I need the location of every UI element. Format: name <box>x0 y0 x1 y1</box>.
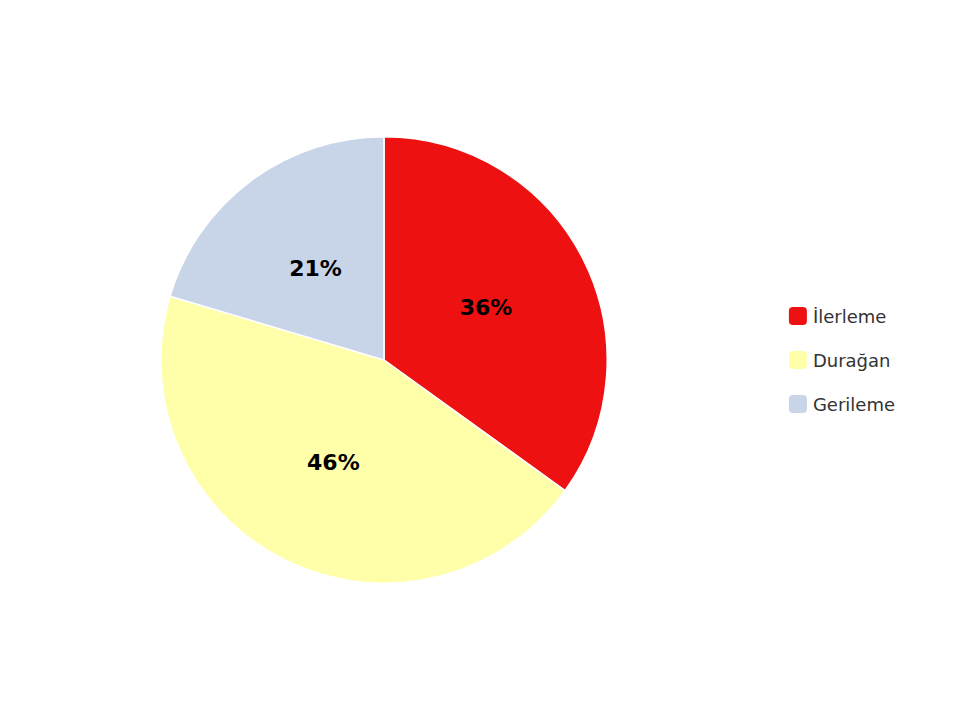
svg-text:İlerleme: İlerleme <box>813 306 886 327</box>
svg-text:36%: 36% <box>460 295 513 320</box>
svg-text:Gerileme: Gerileme <box>813 394 895 415</box>
svg-text:21%: 21% <box>289 256 342 281</box>
svg-text:46%: 46% <box>307 450 360 475</box>
svg-text:Durağan: Durağan <box>813 350 891 371</box>
